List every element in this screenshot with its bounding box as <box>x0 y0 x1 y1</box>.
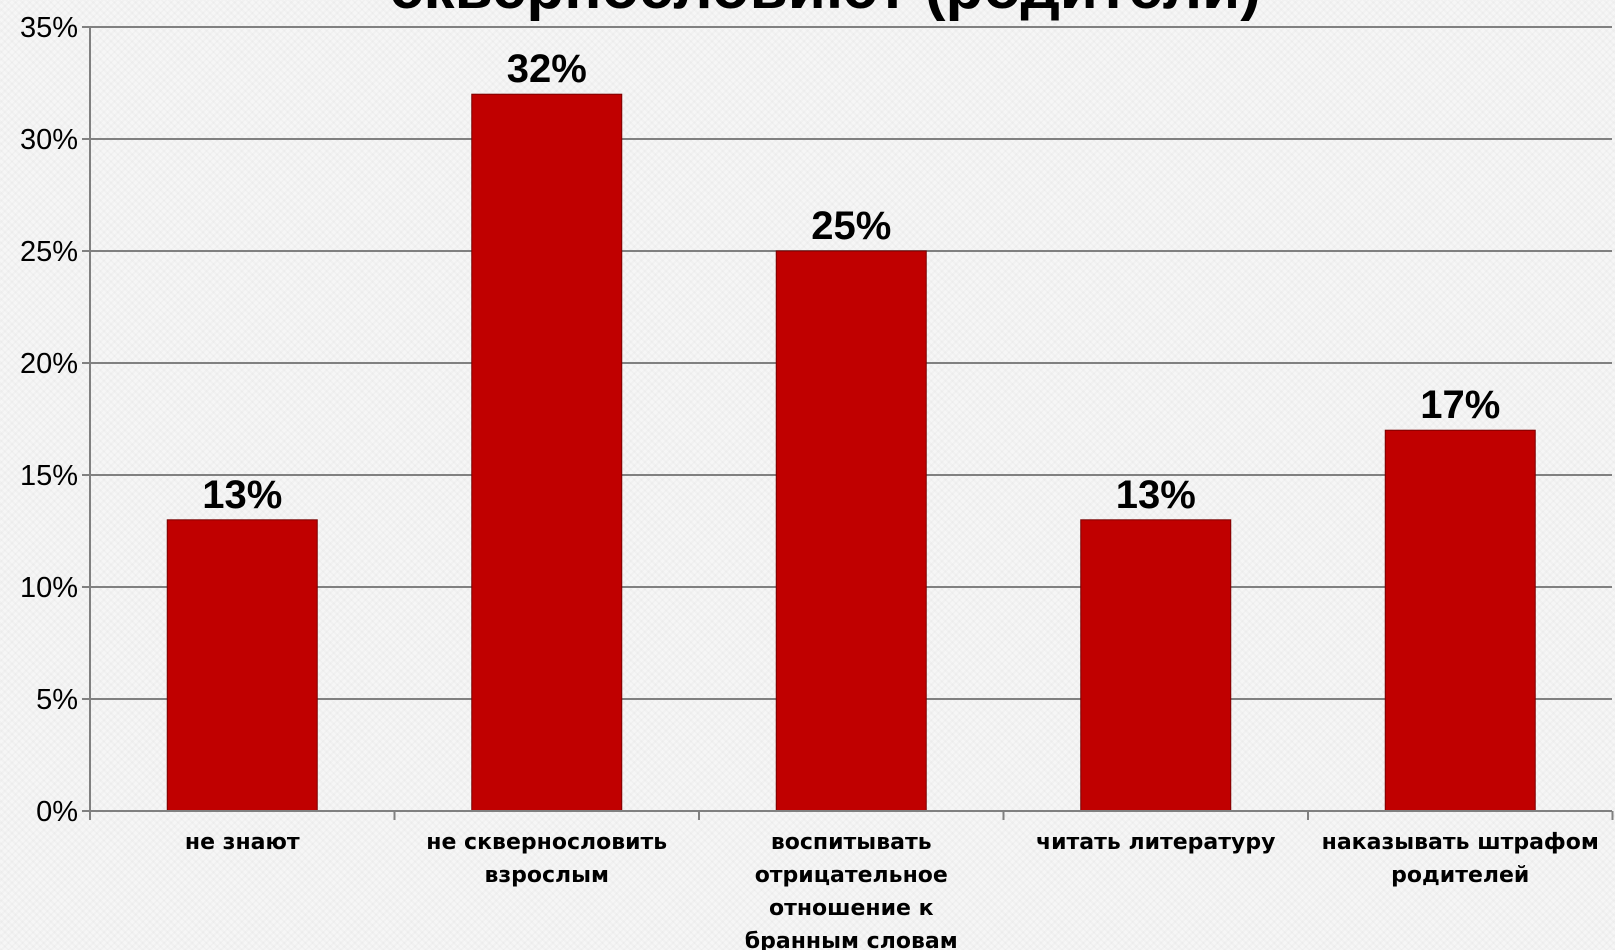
x-category-label: воспитывать отрицательное отношение к бранн… <box>745 830 958 950</box>
x-category-label: не знают <box>185 830 300 855</box>
x-category-label: не сквернословить взрослым <box>426 830 667 888</box>
bars <box>166 93 1536 812</box>
data-label: 17% <box>1420 383 1500 427</box>
y-tick-label: 10% <box>20 572 78 604</box>
y-tick-label: 20% <box>20 348 78 380</box>
x-category-label: читать литературу <box>1036 830 1275 855</box>
y-tick-label: 0% <box>36 796 78 828</box>
chart-title: сквернословиют (родители) <box>300 0 1350 19</box>
y-tick-labels: 0% 5% 10% 15% 20% 25% 30% 35% <box>20 12 78 828</box>
data-label: 32% <box>507 47 587 91</box>
bar <box>1384 429 1536 812</box>
bar <box>166 519 318 812</box>
data-label: 13% <box>202 473 282 517</box>
x-category-labels: не знают не сквернословить взрослым воспиты… <box>185 830 1599 950</box>
data-labels: 13% 32% 25% 13% 17% <box>202 47 1500 517</box>
data-label: 13% <box>1116 473 1196 517</box>
y-tick-label: 5% <box>36 684 78 716</box>
bar <box>471 93 623 812</box>
y-tick-label: 35% <box>20 12 78 44</box>
y-tick-label: 25% <box>20 236 78 268</box>
y-tick-label: 30% <box>20 124 78 156</box>
data-label: 25% <box>811 204 891 248</box>
x-category-label: наказывать штрафом родителей <box>1322 830 1599 888</box>
y-tick-label: 15% <box>20 460 78 492</box>
bar <box>775 250 927 812</box>
bar <box>1080 519 1232 812</box>
axes <box>82 27 1614 820</box>
